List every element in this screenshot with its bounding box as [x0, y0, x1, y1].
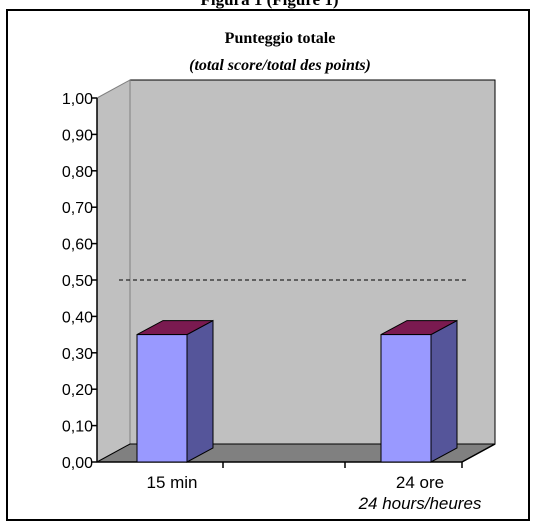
bars	[136, 319, 458, 463]
y-tick-label: 0,60	[62, 237, 93, 254]
bar	[136, 334, 188, 463]
y-tick-label: 0,90	[62, 127, 93, 144]
bar	[380, 334, 432, 463]
chart-subtitle: (total score/total des points)	[189, 57, 371, 74]
x-axis-depth-line	[461, 443, 496, 463]
chart-title: Punteggio totale	[225, 30, 336, 47]
figure-caption: Figura 1 (Figure 1)	[0, 0, 539, 10]
y-tick-label: 0,20	[62, 382, 93, 399]
x-category-label: 15 min	[146, 473, 197, 492]
chart-side-wall	[96, 79, 131, 463]
y-tick-label: 1,00	[62, 91, 93, 108]
y-tick-label: 0,10	[62, 419, 93, 436]
x-category-sublabel: 24 hours/heures	[358, 494, 482, 513]
x-category-labels: 15 min 24 ore 24 hours/heures	[146, 473, 481, 513]
bar-side	[430, 319, 458, 463]
y-tick-label: 0,30	[62, 346, 93, 363]
y-tick-label: 0,40	[62, 309, 93, 326]
y-tick-label: 0,50	[62, 273, 93, 290]
y-tick-label: 0,80	[62, 164, 93, 181]
bar-side	[186, 319, 214, 463]
y-tick-labels: 0,00 0,10 0,20 0,30 0,40 0,50 0,60 0,70 0,80 0,90…	[62, 91, 93, 472]
y-tick-label: 0,00	[62, 455, 93, 472]
x-category-label: 24 ore	[396, 473, 444, 492]
y-tick-label: 0,70	[62, 200, 93, 217]
